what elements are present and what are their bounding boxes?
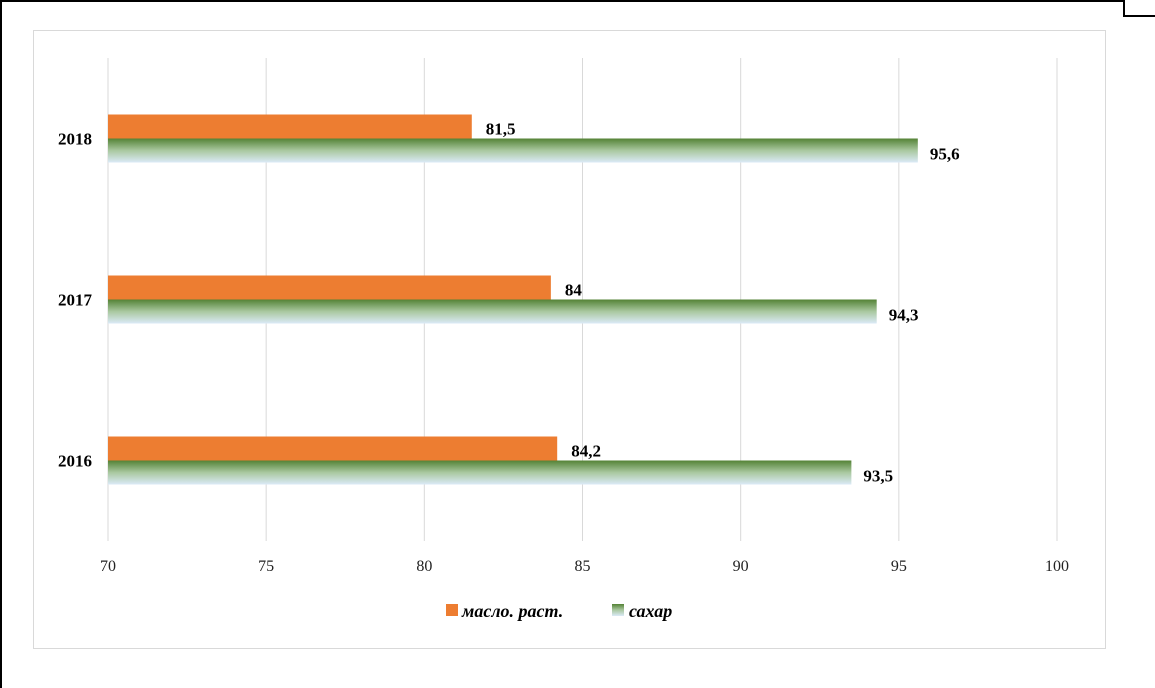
category-label-2016: 2016 — [58, 452, 92, 471]
legend-label-oil: масло. раст. — [461, 601, 563, 621]
category-label-2018: 2018 — [58, 130, 92, 149]
legend-swatch-sugar — [612, 604, 624, 616]
x-tick-label: 80 — [416, 558, 432, 575]
x-tick-label: 75 — [258, 558, 274, 575]
bar-sugar-2017 — [108, 299, 877, 324]
x-tick-label: 95 — [891, 558, 907, 575]
legend-swatch-oil — [446, 604, 458, 616]
legend: масло. раст. сахар — [446, 601, 672, 621]
bars — [108, 114, 918, 485]
data-label-sugar-2016: 93,5 — [863, 467, 893, 486]
x-tick-label: 90 — [733, 558, 749, 575]
data-label-oil-2018: 81,5 — [486, 120, 516, 139]
data-label-sugar-2017: 94,3 — [889, 306, 919, 325]
bar-oil-2018 — [108, 114, 472, 139]
bar-oil-2016 — [108, 436, 558, 461]
category-label-2017: 2017 — [58, 291, 93, 310]
frame-top-border — [0, 0, 1123, 15]
data-label-sugar-2018: 95,6 — [930, 145, 960, 164]
frame-top-right-border — [1123, 15, 1155, 17]
category-labels: 2016 2017 2018 — [58, 130, 93, 471]
frame-left-border — [0, 0, 2, 688]
data-labels: 84,2 93,5 84 94,3 81,5 95,6 — [486, 120, 960, 486]
bar-oil-2017 — [108, 275, 551, 300]
x-tick-label: 85 — [575, 558, 591, 575]
data-label-oil-2017: 84 — [565, 281, 583, 300]
x-tick-label: 100 — [1045, 558, 1069, 575]
data-label-oil-2016: 84,2 — [571, 442, 601, 461]
bar-sugar-2016 — [108, 460, 852, 485]
x-tick-label: 70 — [100, 558, 116, 575]
frame-right-border — [1123, 0, 1125, 15]
bar-sugar-2018 — [108, 138, 918, 163]
legend-label-sugar: сахар — [629, 601, 672, 621]
x-tick-labels: 70 75 80 85 90 95 100 — [100, 558, 1069, 575]
